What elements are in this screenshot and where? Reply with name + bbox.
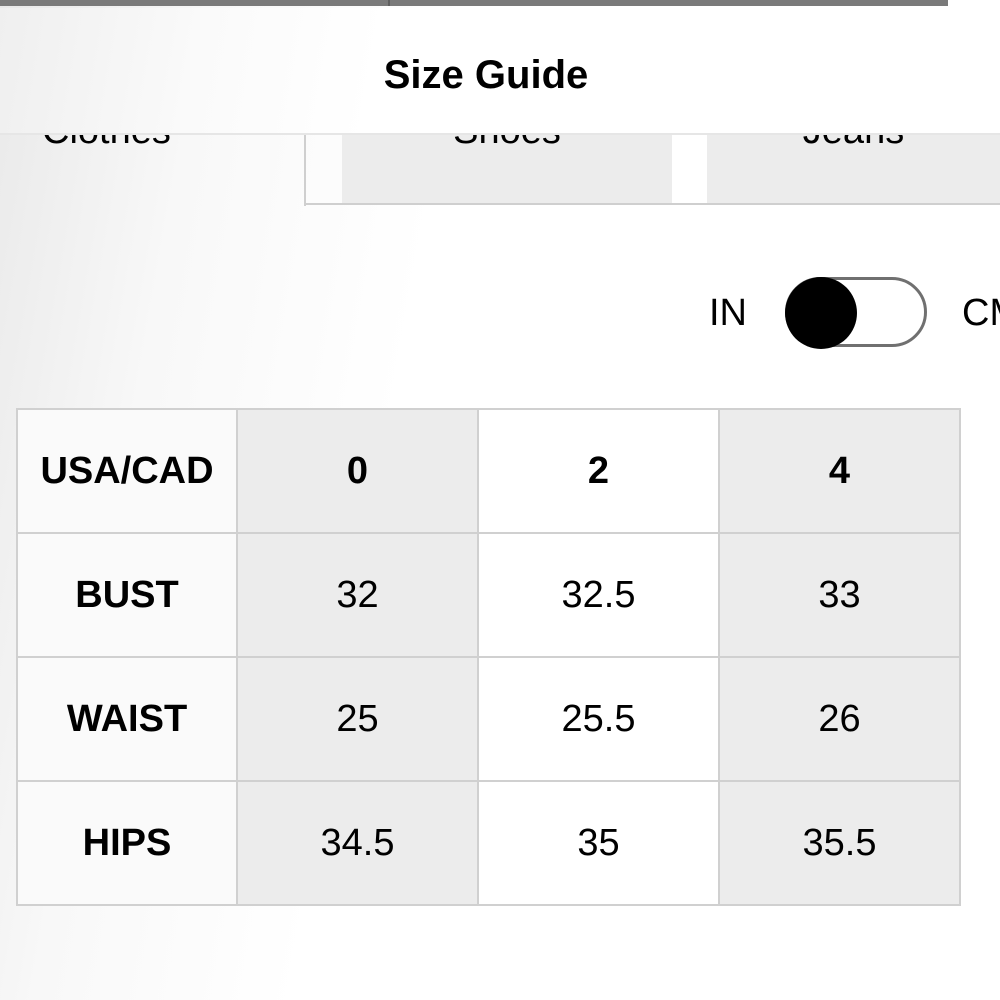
page-title: Size Guide [383,53,589,97]
row-label: HIPS [16,780,238,906]
table-header-cell: USA/CAD [16,408,238,534]
table-row: WAIST 25 25.5 26 [16,656,961,782]
row-label: BUST [16,532,238,658]
unit-label-in[interactable]: IN [709,292,747,334]
table-row: BUST 32 32.5 33 [16,532,961,658]
row-label: WAIST [16,656,238,782]
unit-toggle[interactable] [785,277,927,349]
table-cell: 25 [236,656,479,782]
size-table: USA/CAD 0 2 4 BUST 32 32.5 33 WAIST 25 2… [16,408,961,906]
tab-divider [304,130,306,206]
table-cell: 32.5 [477,532,720,658]
top-bar [0,0,948,6]
table-cell: 26 [718,656,961,782]
table-header-cell: 4 [718,408,961,534]
table-cell: 25.5 [477,656,720,782]
table-row: HIPS 34.5 35 35.5 [16,780,961,906]
unit-label-cm[interactable]: CM [962,292,1000,334]
table-header-cell: 0 [236,408,479,534]
toggle-knob[interactable] [785,277,857,349]
table-cell: 35 [477,780,720,906]
top-bar-divider [388,0,390,6]
table-cell: 34.5 [236,780,479,906]
modal-header: Size Guide [0,8,1000,135]
table-header-row: USA/CAD 0 2 4 [16,408,961,534]
table-cell: 35.5 [718,780,961,906]
table-header-cell: 2 [477,408,720,534]
tab-divider [304,203,1000,205]
table-cell: 32 [236,532,479,658]
table-cell: 33 [718,532,961,658]
